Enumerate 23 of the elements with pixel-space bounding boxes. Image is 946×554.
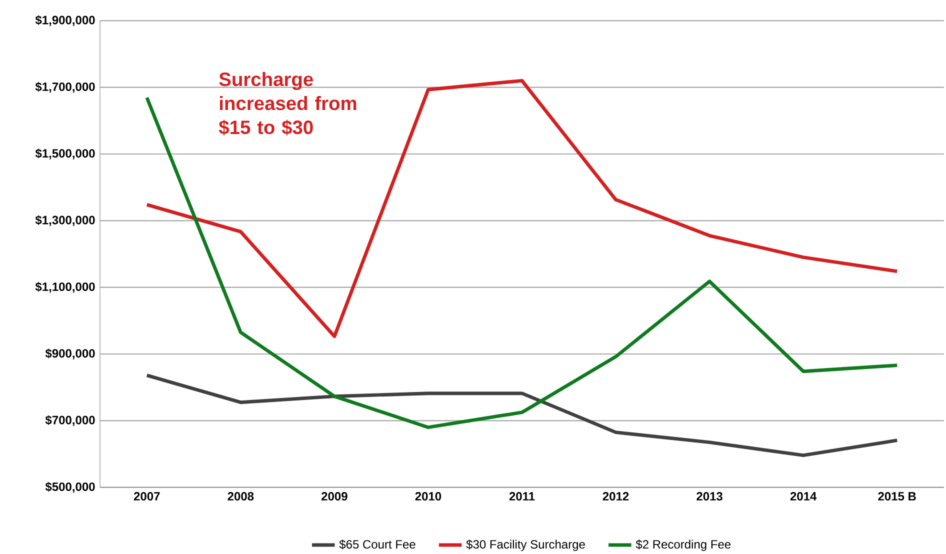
x-tick-label: 2008 bbox=[228, 492, 254, 501]
y-tick-label: $1,500,000 bbox=[35, 148, 95, 160]
y-tick-label: $1,100,000 bbox=[35, 282, 95, 293]
annotation: Surcharge increased from $15 to $30 bbox=[218, 72, 356, 136]
x-tick-label: 2014 bbox=[790, 492, 817, 501]
x-tick-label: 2015 B bbox=[878, 492, 916, 501]
line-series bbox=[145, 374, 899, 458]
legend-label: $30 Facility Surcharge bbox=[466, 540, 585, 551]
y-tick-label: $1,300,000 bbox=[35, 215, 95, 226]
legend-label: $2 Recording Fee bbox=[636, 540, 731, 551]
y-tick-label: $1,900,000 bbox=[35, 15, 95, 26]
legend-label: $65 Court Fee bbox=[339, 540, 416, 550]
x-tick-label: 2009 bbox=[322, 492, 348, 501]
y-tick-label: $700,000 bbox=[45, 415, 95, 426]
y-tick-label: $500,000 bbox=[45, 482, 95, 493]
x-tick-label: 2010 bbox=[415, 492, 442, 501]
x-tick-label: 2013 bbox=[696, 492, 722, 501]
x-tick-label: 2012 bbox=[602, 492, 629, 501]
x-tick-label: 2011 bbox=[509, 492, 535, 501]
line-series bbox=[145, 96, 899, 430]
y-tick-label: $1,700,000 bbox=[35, 82, 95, 93]
y-tick-label: $900,000 bbox=[45, 348, 95, 360]
x-tick-label: 2007 bbox=[134, 492, 160, 501]
